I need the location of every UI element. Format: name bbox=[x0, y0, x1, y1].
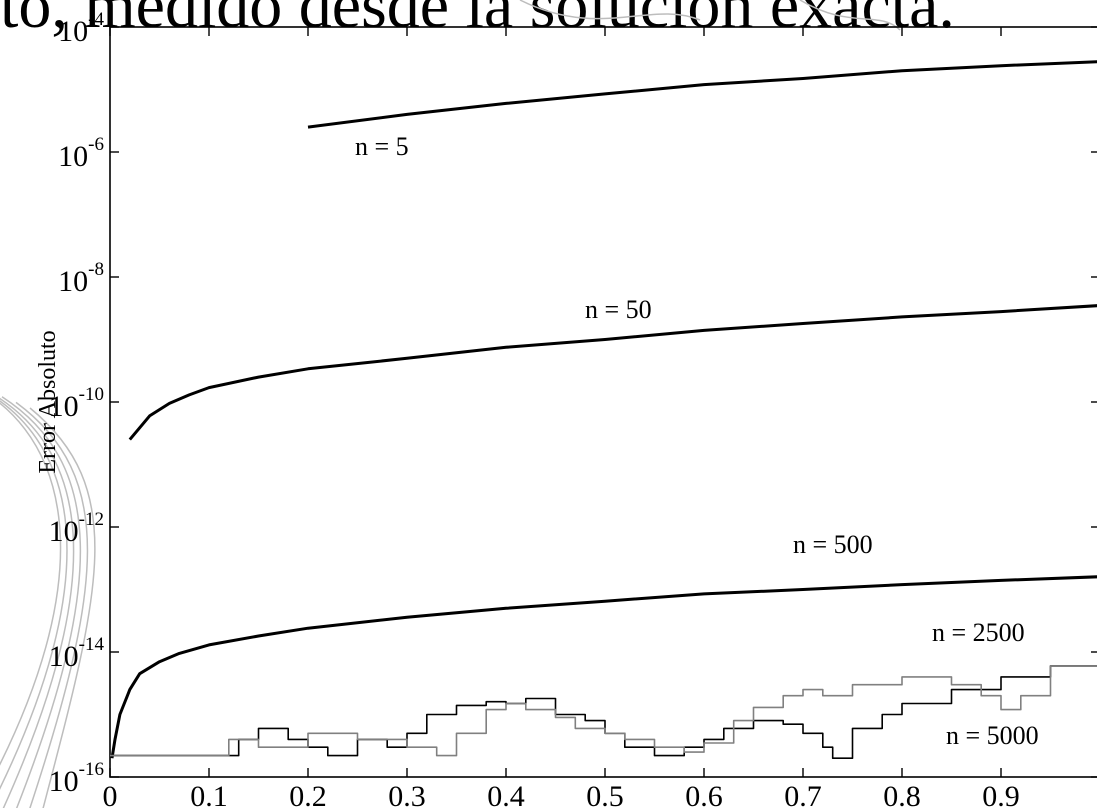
y-tick-label: 10-8 bbox=[58, 259, 104, 298]
x-tick-label: 0 bbox=[103, 780, 118, 808]
watermark-contour-line bbox=[1, 396, 82, 808]
x-tick-label: 0.8 bbox=[883, 780, 921, 808]
series-line-n-500 bbox=[110, 575, 1097, 759]
y-tick-exponent: -8 bbox=[88, 259, 104, 280]
x-tick-label: 0.5 bbox=[586, 780, 624, 808]
x-tick-label: 0.2 bbox=[289, 780, 327, 808]
y-tick-base: 10 bbox=[49, 515, 79, 548]
y-tick-base: 10 bbox=[49, 765, 79, 798]
x-tick-label: 0.6 bbox=[685, 780, 723, 808]
plot-frame bbox=[109, 26, 1097, 778]
y-axis-label: Error Absoluto bbox=[35, 330, 61, 473]
y-tick-exponent: -4 bbox=[88, 9, 104, 30]
watermark-contour-line bbox=[15, 401, 89, 808]
page-heading: to, medido desde la solución exacta. bbox=[0, 0, 955, 42]
watermark-contour-line bbox=[0, 397, 75, 808]
x-tick-label: 0.1 bbox=[190, 780, 228, 808]
y-tick-exponent: -14 bbox=[79, 634, 105, 655]
y-tick-exponent: -6 bbox=[88, 134, 104, 155]
watermark-contour-line bbox=[0, 402, 62, 766]
y-tick-label: 10-12 bbox=[49, 509, 104, 548]
y-tick-label: 10-10 bbox=[49, 384, 104, 423]
watermark-contour-line bbox=[519, 0, 701, 21]
watermark-contours bbox=[0, 0, 901, 808]
series-line-n-50 bbox=[128, 304, 1097, 441]
y-tick-base: 10 bbox=[49, 390, 79, 423]
y-tick-label: 10-14 bbox=[49, 634, 105, 673]
y-tick-label: 10-4 bbox=[58, 9, 104, 48]
series-annotation: n = 50 bbox=[585, 295, 652, 324]
x-tick-label: 0.4 bbox=[487, 780, 525, 808]
y-tick-exponent: -16 bbox=[79, 759, 104, 780]
series-annotation: n = 2500 bbox=[932, 618, 1025, 647]
y-tick-exponent: -12 bbox=[79, 509, 104, 530]
y-tick-label: 10-16 bbox=[49, 759, 104, 798]
series-line-n-5 bbox=[307, 60, 1097, 129]
y-tick-base: 10 bbox=[58, 265, 88, 298]
y-tick-base: 10 bbox=[58, 140, 88, 173]
y-tick-label: 10-6 bbox=[58, 134, 104, 173]
watermark-contour-line bbox=[29, 407, 96, 808]
series-annotation: n = 500 bbox=[793, 530, 873, 559]
y-tick-base: 10 bbox=[49, 640, 79, 673]
x-tick-label: 0.7 bbox=[784, 780, 822, 808]
x-tick-label: 0.9 bbox=[982, 780, 1020, 808]
series-annotation: n = 5 bbox=[355, 132, 409, 161]
y-tick-exponent: -10 bbox=[79, 384, 104, 405]
series-line-n-5000 bbox=[110, 665, 1097, 757]
watermark-contour-line bbox=[0, 400, 68, 790]
x-tick-label: 0.3 bbox=[388, 780, 426, 808]
y-tick-base: 10 bbox=[58, 15, 88, 48]
watermark-contour-line bbox=[799, 0, 901, 31]
series-annotation: n = 5000 bbox=[946, 721, 1039, 750]
